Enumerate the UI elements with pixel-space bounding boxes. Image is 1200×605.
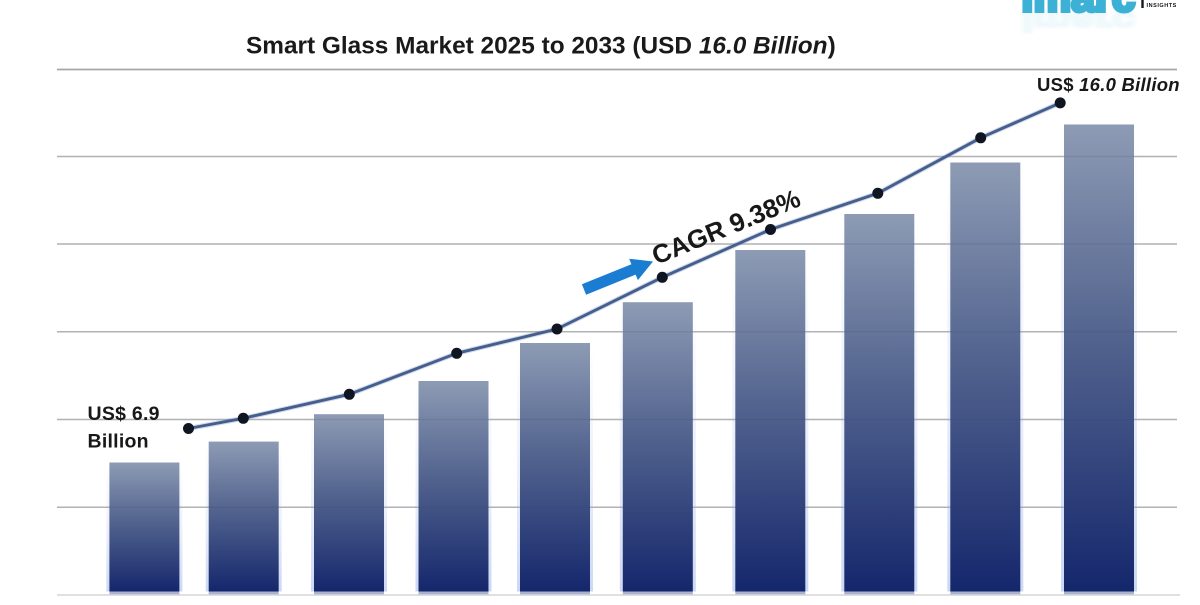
svg-text:INSIGHTS: INSIGHTS xyxy=(1147,3,1177,9)
svg-text:US$ 6.9: US$ 6.9 xyxy=(88,403,160,425)
svg-text:imarc: imarc xyxy=(1022,6,1136,37)
svg-text:imarc: imarc xyxy=(1022,0,1136,20)
svg-text:Smart Glass Market 2025 to 203: Smart Glass Market 2025 to 2033 (USD 16.… xyxy=(246,33,836,60)
svg-text:Billion: Billion xyxy=(88,431,149,453)
svg-text:US$ 16.0 Billion: US$ 16.0 Billion xyxy=(1037,74,1180,95)
